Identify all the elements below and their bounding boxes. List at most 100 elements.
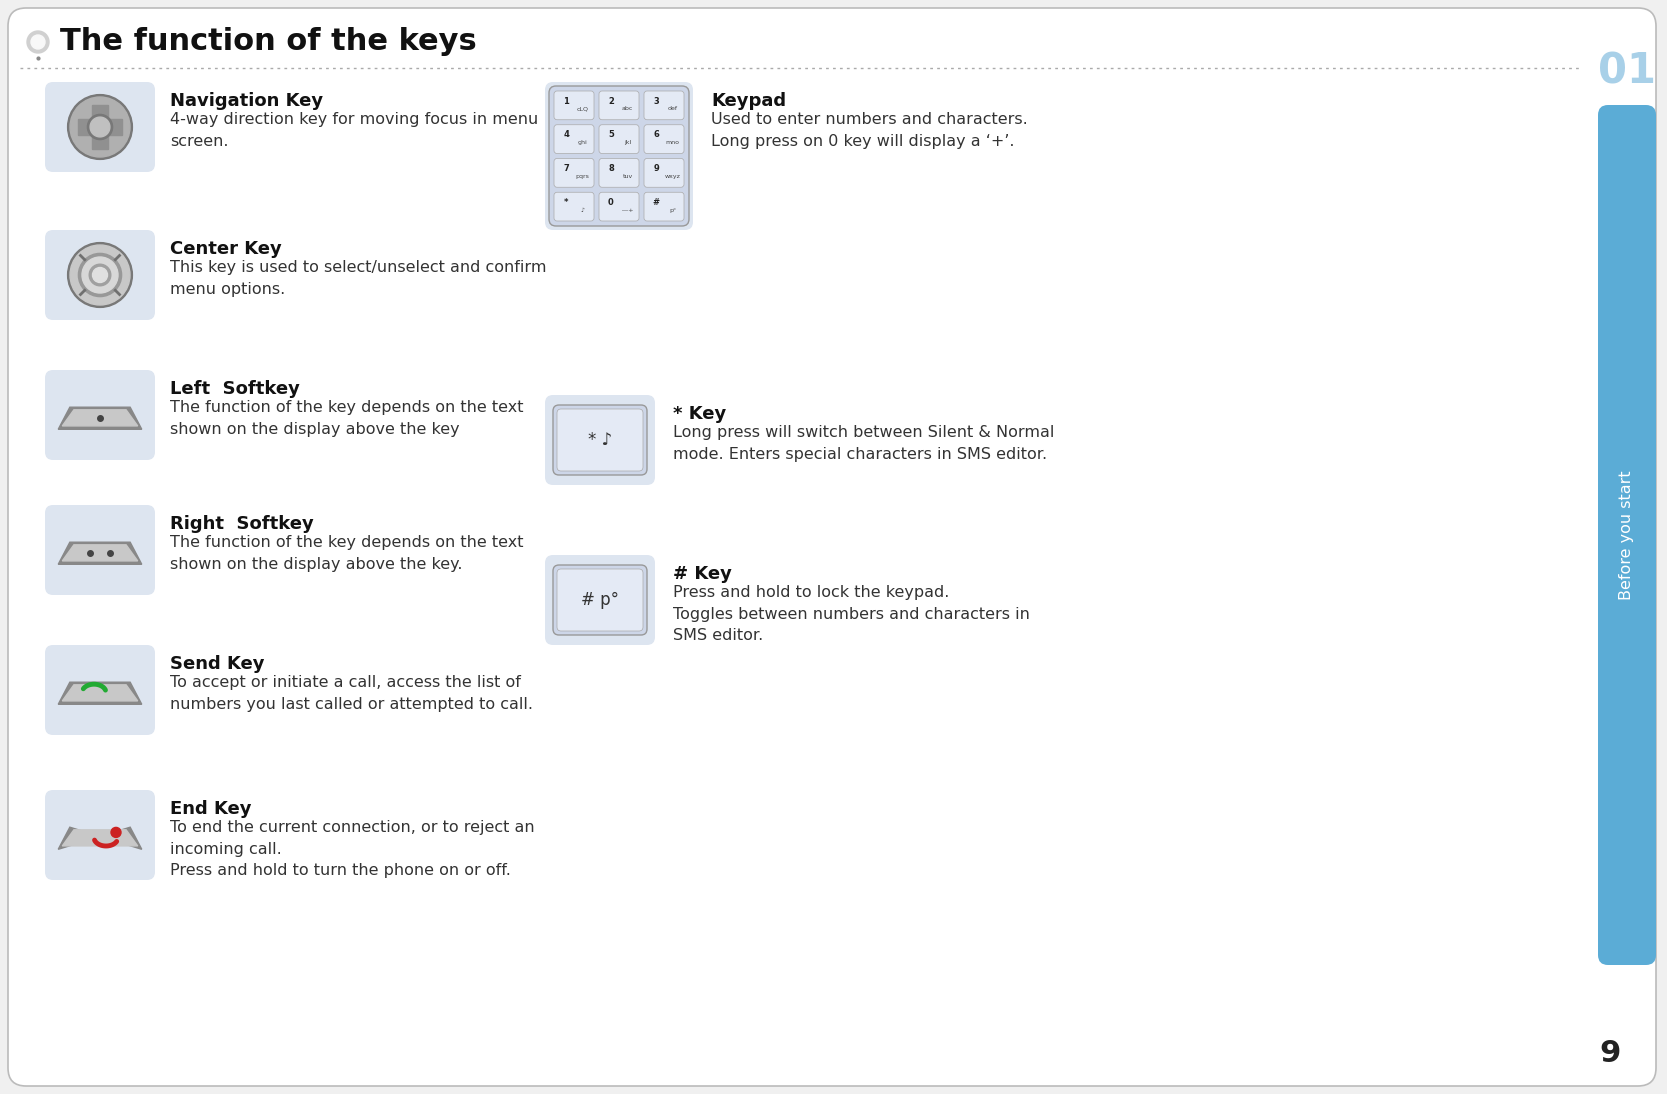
Text: Left  Softkey: Left Softkey bbox=[170, 380, 300, 398]
Text: Used to enter numbers and characters.
Long press on 0 key will display a ‘+’.: Used to enter numbers and characters. Lo… bbox=[712, 112, 1029, 149]
Polygon shape bbox=[62, 545, 138, 561]
Text: * Key: * Key bbox=[673, 405, 727, 423]
Polygon shape bbox=[58, 683, 142, 705]
Text: To accept or initiate a call, access the list of
numbers you last called or atte: To accept or initiate a call, access the… bbox=[170, 675, 533, 711]
FancyBboxPatch shape bbox=[643, 125, 683, 153]
Polygon shape bbox=[58, 407, 142, 429]
Polygon shape bbox=[78, 118, 100, 136]
FancyBboxPatch shape bbox=[45, 370, 155, 459]
Circle shape bbox=[87, 115, 113, 140]
FancyBboxPatch shape bbox=[545, 395, 655, 485]
FancyBboxPatch shape bbox=[557, 409, 643, 472]
Circle shape bbox=[68, 94, 132, 160]
Text: # Key: # Key bbox=[673, 565, 732, 583]
FancyBboxPatch shape bbox=[643, 159, 683, 187]
Text: The function of the keys: The function of the keys bbox=[60, 27, 477, 57]
Circle shape bbox=[70, 97, 130, 158]
Text: 4: 4 bbox=[563, 130, 568, 139]
Circle shape bbox=[112, 827, 122, 837]
Text: ghi: ghi bbox=[578, 140, 588, 146]
Text: * ♪: * ♪ bbox=[588, 431, 612, 449]
Circle shape bbox=[68, 243, 132, 307]
Text: p°: p° bbox=[668, 208, 677, 212]
Polygon shape bbox=[62, 685, 138, 701]
Text: cLQ: cLQ bbox=[577, 106, 588, 112]
FancyBboxPatch shape bbox=[45, 645, 155, 735]
Text: 9: 9 bbox=[653, 164, 658, 173]
Text: 01: 01 bbox=[1599, 51, 1655, 93]
Text: The function of the key depends on the text
shown on the display above the key: The function of the key depends on the t… bbox=[170, 400, 523, 437]
Text: tuv: tuv bbox=[623, 174, 633, 178]
Polygon shape bbox=[92, 105, 108, 127]
Polygon shape bbox=[92, 127, 108, 149]
Text: pqrs: pqrs bbox=[575, 174, 590, 178]
Text: *: * bbox=[563, 198, 568, 207]
Circle shape bbox=[90, 117, 110, 137]
Text: Keypad: Keypad bbox=[712, 92, 787, 110]
Text: 8: 8 bbox=[608, 164, 613, 173]
Text: #: # bbox=[652, 198, 660, 207]
Circle shape bbox=[90, 264, 110, 286]
Text: 4-way direction key for moving focus in menu
screen.: 4-way direction key for moving focus in … bbox=[170, 112, 538, 149]
Circle shape bbox=[70, 245, 130, 305]
Text: 5: 5 bbox=[608, 130, 613, 139]
Text: 1: 1 bbox=[563, 96, 568, 105]
Polygon shape bbox=[62, 830, 138, 846]
FancyBboxPatch shape bbox=[553, 159, 593, 187]
Text: mno: mno bbox=[665, 140, 680, 146]
Text: This key is used to select/unselect and confirm
menu options.: This key is used to select/unselect and … bbox=[170, 260, 547, 296]
FancyBboxPatch shape bbox=[553, 565, 647, 635]
Text: wxyz: wxyz bbox=[665, 174, 680, 178]
Polygon shape bbox=[58, 543, 142, 565]
FancyBboxPatch shape bbox=[545, 82, 693, 230]
Polygon shape bbox=[62, 410, 138, 426]
FancyBboxPatch shape bbox=[598, 125, 638, 153]
FancyBboxPatch shape bbox=[8, 8, 1655, 1086]
Text: Navigation Key: Navigation Key bbox=[170, 92, 323, 110]
Text: Before you start: Before you start bbox=[1620, 470, 1635, 600]
Text: Send Key: Send Key bbox=[170, 655, 265, 673]
FancyBboxPatch shape bbox=[557, 569, 643, 631]
Text: The function of the key depends on the text
shown on the display above the key.: The function of the key depends on the t… bbox=[170, 535, 523, 571]
Text: 6: 6 bbox=[653, 130, 658, 139]
FancyBboxPatch shape bbox=[45, 230, 155, 321]
FancyBboxPatch shape bbox=[545, 555, 655, 645]
Text: # p°: # p° bbox=[582, 591, 618, 609]
Text: Right  Softkey: Right Softkey bbox=[170, 515, 313, 533]
Text: Press and hold to lock the keypad.
Toggles between numbers and characters in
SMS: Press and hold to lock the keypad. Toggl… bbox=[673, 585, 1030, 643]
Polygon shape bbox=[58, 827, 142, 849]
FancyBboxPatch shape bbox=[598, 91, 638, 119]
Text: jkl: jkl bbox=[623, 140, 632, 146]
Circle shape bbox=[32, 35, 45, 49]
FancyBboxPatch shape bbox=[45, 82, 155, 172]
Text: Long press will switch between Silent & Normal
mode. Enters special characters i: Long press will switch between Silent & … bbox=[673, 424, 1054, 462]
Circle shape bbox=[82, 257, 118, 293]
Text: abc: abc bbox=[622, 106, 633, 112]
FancyBboxPatch shape bbox=[45, 790, 155, 880]
Text: 2: 2 bbox=[608, 96, 613, 105]
Text: def: def bbox=[668, 106, 678, 112]
Text: Center Key: Center Key bbox=[170, 240, 282, 258]
Text: 0: 0 bbox=[608, 198, 613, 207]
Circle shape bbox=[92, 268, 107, 282]
Circle shape bbox=[78, 254, 122, 296]
Text: 9: 9 bbox=[1599, 1039, 1620, 1068]
FancyBboxPatch shape bbox=[553, 91, 593, 119]
Text: ♪: ♪ bbox=[580, 208, 585, 212]
FancyBboxPatch shape bbox=[643, 91, 683, 119]
FancyBboxPatch shape bbox=[598, 193, 638, 221]
FancyBboxPatch shape bbox=[553, 193, 593, 221]
Text: ―+: ―+ bbox=[622, 208, 633, 212]
FancyBboxPatch shape bbox=[548, 86, 688, 226]
Polygon shape bbox=[100, 118, 122, 136]
Text: 3: 3 bbox=[653, 96, 658, 105]
Text: To end the current connection, or to reject an
incoming call.
Press and hold to : To end the current connection, or to rej… bbox=[170, 820, 535, 878]
FancyBboxPatch shape bbox=[1599, 105, 1655, 965]
FancyBboxPatch shape bbox=[598, 159, 638, 187]
Text: 7: 7 bbox=[563, 164, 568, 173]
Text: End Key: End Key bbox=[170, 800, 252, 818]
FancyBboxPatch shape bbox=[643, 193, 683, 221]
FancyBboxPatch shape bbox=[553, 125, 593, 153]
FancyBboxPatch shape bbox=[553, 405, 647, 475]
Circle shape bbox=[27, 31, 48, 53]
